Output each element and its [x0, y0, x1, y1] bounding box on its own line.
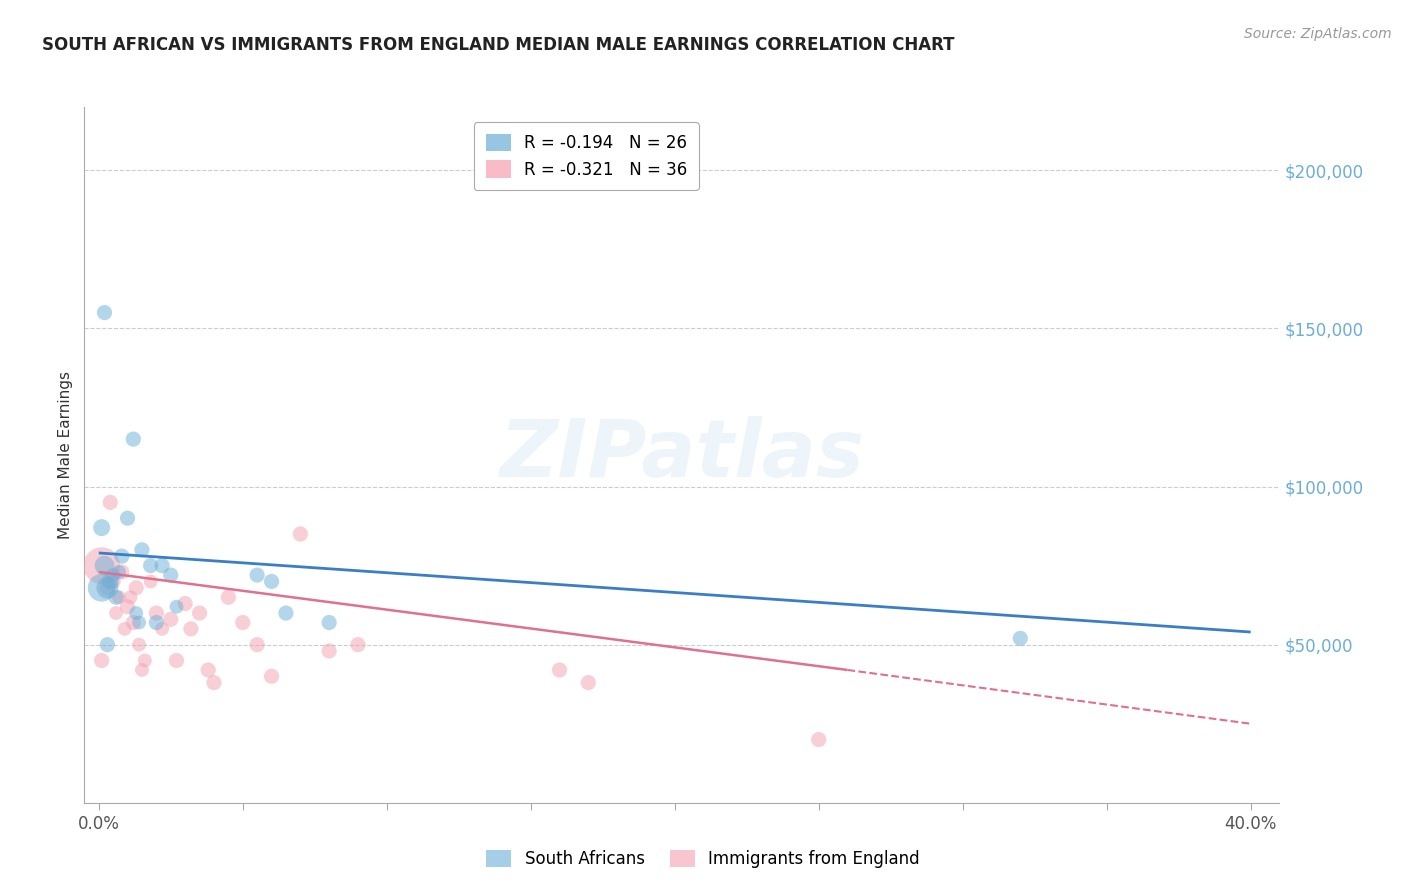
Y-axis label: Median Male Earnings: Median Male Earnings	[58, 371, 73, 539]
Point	[108, 565, 131, 579]
Point	[111, 549, 134, 563]
Point	[90, 521, 112, 535]
Point	[93, 305, 115, 319]
Point	[260, 669, 283, 683]
Point	[122, 615, 145, 630]
Point	[318, 644, 340, 658]
Point	[98, 495, 121, 509]
Point	[180, 622, 202, 636]
Point	[96, 581, 118, 595]
Point	[93, 558, 115, 573]
Point	[197, 663, 219, 677]
Point	[150, 558, 173, 573]
Legend: South Africans, Immigrants from England: South Africans, Immigrants from England	[479, 843, 927, 875]
Point	[114, 622, 136, 636]
Point	[111, 565, 134, 579]
Point	[174, 597, 197, 611]
Point	[139, 574, 162, 589]
Point	[96, 638, 118, 652]
Point	[120, 591, 142, 605]
Point	[117, 511, 139, 525]
Point	[98, 574, 121, 589]
Point	[117, 599, 139, 614]
Point	[246, 638, 269, 652]
Point	[260, 574, 283, 589]
Point	[246, 568, 269, 582]
Point	[145, 606, 167, 620]
Point	[150, 622, 173, 636]
Point	[166, 599, 188, 614]
Legend: R = -0.194   N = 26, R = -0.321   N = 36: R = -0.194 N = 26, R = -0.321 N = 36	[474, 122, 699, 190]
Point	[122, 432, 145, 446]
Point	[188, 606, 211, 620]
Point	[128, 638, 150, 652]
Point	[217, 591, 239, 605]
Point	[128, 615, 150, 630]
Point	[202, 675, 225, 690]
Point	[125, 606, 148, 620]
Point	[318, 615, 340, 630]
Point	[90, 558, 112, 573]
Point	[145, 615, 167, 630]
Point	[139, 558, 162, 573]
Point	[274, 606, 297, 620]
Point	[548, 663, 571, 677]
Point	[105, 606, 128, 620]
Point	[101, 574, 124, 589]
Point	[347, 638, 370, 652]
Point	[90, 653, 112, 667]
Point	[131, 663, 153, 677]
Point	[125, 581, 148, 595]
Point	[101, 568, 124, 582]
Text: ZIPatlas: ZIPatlas	[499, 416, 865, 494]
Point	[105, 591, 128, 605]
Point	[290, 527, 312, 541]
Point	[159, 568, 181, 582]
Point	[576, 675, 599, 690]
Text: Source: ZipAtlas.com: Source: ZipAtlas.com	[1244, 27, 1392, 41]
Point	[96, 581, 118, 595]
Point	[108, 591, 131, 605]
Point	[232, 615, 254, 630]
Point	[1010, 632, 1032, 646]
Point	[134, 653, 156, 667]
Point	[166, 653, 188, 667]
Point	[131, 542, 153, 557]
Point	[90, 581, 112, 595]
Point	[807, 732, 830, 747]
Point	[159, 612, 181, 626]
Text: SOUTH AFRICAN VS IMMIGRANTS FROM ENGLAND MEDIAN MALE EARNINGS CORRELATION CHART: SOUTH AFRICAN VS IMMIGRANTS FROM ENGLAND…	[42, 36, 955, 54]
